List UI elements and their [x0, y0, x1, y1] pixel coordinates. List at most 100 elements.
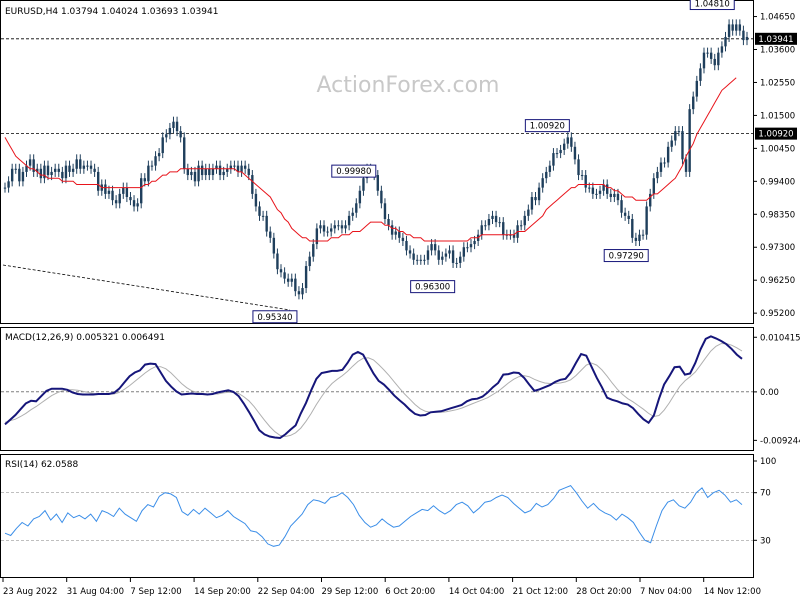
candle-body [735, 24, 738, 31]
candle-body [122, 187, 125, 194]
candle-body [595, 193, 598, 195]
price-tick-label: 1.02550 [760, 78, 795, 88]
candle-body [502, 222, 505, 235]
price-annotation-label: 0.95340 [257, 313, 292, 323]
candle-body [308, 256, 311, 267]
candle-body [64, 165, 68, 179]
candle-body [613, 193, 616, 198]
candle-body [322, 225, 326, 232]
trend-line [2, 264, 291, 311]
candle-body [631, 218, 634, 238]
rsi-panel-border [0, 454, 754, 578]
candle-body [297, 291, 301, 295]
candle-body [459, 256, 462, 263]
candle-body [53, 168, 57, 172]
candle-body [165, 134, 168, 138]
candle-body [423, 259, 426, 261]
price-axis: 1.04650 1.03600 1.02550 1.01500 1.00450 0.994… [753, 13, 795, 319]
candle-body [416, 259, 419, 261]
candle-body [347, 215, 351, 226]
candle-body [39, 168, 43, 179]
candle-body [634, 237, 638, 241]
candle-body [114, 200, 118, 204]
macd-tick-label: -0.009244 [760, 436, 800, 446]
macd-series: 0.010415 0.00 -0.009244 [1, 333, 800, 446]
price-annotation-box [252, 310, 298, 324]
candle-body [247, 168, 250, 176]
candle-body [702, 52, 706, 69]
candle-body [86, 165, 89, 167]
candle-body [3, 187, 7, 189]
price-tick-label: 0.97300 [760, 243, 795, 253]
macd-signal-line [4, 343, 743, 438]
current-price-label: 1.03941 [758, 35, 793, 45]
candle-body [577, 159, 580, 176]
candle-body [677, 131, 681, 133]
candle-body [469, 244, 473, 248]
price-annotation-label: 1.00920 [530, 122, 565, 132]
candle-body [68, 165, 71, 172]
candle-body [190, 171, 193, 176]
macd-title: MACD(12,26,9) 0.005321 0.006491 [5, 333, 165, 343]
candle-body [36, 168, 39, 172]
candle-body [143, 178, 146, 182]
time-tick-label: 28 Oct 20:00 [576, 587, 631, 597]
candle-body [738, 24, 742, 31]
candle-body [598, 190, 602, 194]
candle-body [656, 171, 659, 179]
candle-body [254, 193, 258, 207]
candle-body [304, 266, 308, 289]
candle-body [200, 165, 204, 176]
candle-body [261, 215, 265, 217]
candle-body [466, 247, 469, 249]
candle-body [93, 168, 96, 172]
chart-header: EURUSD,H4 1.03794 1.04024 1.03693 1.0394… [5, 7, 218, 17]
candle-body [233, 165, 236, 167]
rsi-tick-label: 70 [760, 489, 771, 499]
candle-body [684, 159, 688, 172]
candle-body [437, 250, 440, 260]
candle-body [18, 168, 21, 182]
candle-body [408, 250, 412, 254]
candle-body [283, 272, 286, 279]
candle-body [591, 187, 595, 194]
candle-body [226, 168, 229, 172]
price-annotation-label: 0.99980 [336, 167, 371, 177]
candle-body [742, 30, 745, 41]
price-tick-label: 0.96250 [760, 276, 795, 286]
price-annotation-box [410, 280, 456, 294]
time-axis: 23 Aug 2022 31 Aug 04:00 7 Sep 12:00 14 Sep… [2, 577, 761, 597]
candle-body [276, 253, 279, 270]
price-annotation-box [603, 249, 649, 263]
candle-body [602, 184, 605, 191]
candle-body [154, 156, 157, 166]
candle-body [419, 259, 423, 261]
candle-body [132, 200, 136, 207]
candle-body [709, 52, 713, 59]
candle-body [426, 250, 430, 260]
candle-body [258, 206, 261, 216]
price-tick-label: 0.98350 [760, 210, 795, 220]
candle-body [251, 175, 254, 194]
candle-body [147, 165, 150, 182]
candle-body [265, 215, 268, 232]
candle-body [580, 175, 584, 177]
candle-body [441, 256, 444, 260]
candle-body [537, 187, 541, 201]
candle-body [451, 250, 455, 263]
candle-body [645, 206, 648, 235]
candle-body [43, 165, 46, 179]
candle-body [387, 218, 390, 226]
candle-body [552, 153, 555, 166]
rsi-tick-label: 100 [760, 457, 776, 467]
macd-tick-label: 0.00 [760, 388, 779, 398]
candle-body [487, 218, 491, 226]
candle-body [627, 215, 630, 219]
price-tick-label: 1.01500 [760, 111, 795, 121]
price-annotation-box [689, 0, 735, 11]
candle-body [240, 165, 243, 172]
candle-body [523, 215, 526, 226]
candle-body [623, 212, 627, 216]
candle-body [548, 165, 552, 172]
candle-body [717, 52, 720, 66]
